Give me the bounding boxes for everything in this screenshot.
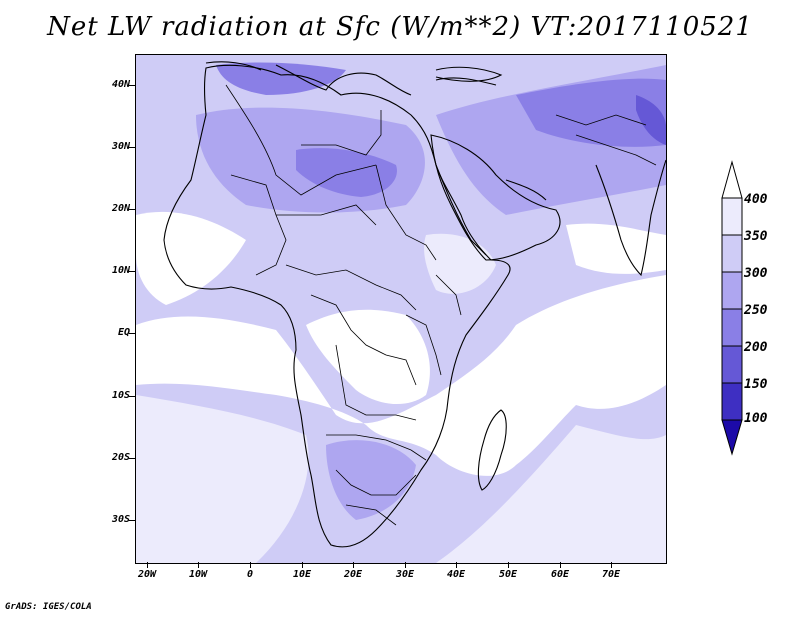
field-low-region xyxy=(326,440,416,520)
lat-tick xyxy=(129,85,135,86)
lon-tick xyxy=(250,562,251,568)
colorbar-extend-top xyxy=(721,160,743,199)
lat-label-40n: 40N xyxy=(111,79,130,90)
colorbar-segment xyxy=(721,197,743,236)
lon-label-30e: 30E xyxy=(395,569,415,580)
lat-label-20s: 20S xyxy=(111,452,130,463)
field-high-region xyxy=(136,395,309,563)
colorbar-segment xyxy=(721,234,743,273)
field-high-region xyxy=(306,309,430,405)
colorbar-segment xyxy=(721,382,743,421)
lon-tick xyxy=(456,562,457,568)
red-sea-coastline xyxy=(435,164,487,256)
lat-tick xyxy=(129,209,135,210)
lat-label-10n: 10N xyxy=(111,265,130,276)
lat-label-30s: 30S xyxy=(111,514,130,525)
lon-tick xyxy=(560,562,561,568)
lon-label-50e: 50E xyxy=(498,569,518,580)
lon-tick xyxy=(611,562,612,568)
colorbar-label-300: 300 xyxy=(744,266,768,281)
lat-label-10s: 10S xyxy=(111,390,130,401)
field-low-region xyxy=(636,95,666,145)
lat-label-eq: EQ xyxy=(117,327,130,338)
colorbar-extend-bottom xyxy=(721,419,743,456)
colorbar-label-350: 350 xyxy=(744,229,768,244)
radiation-field xyxy=(136,55,666,563)
lon-tick xyxy=(302,562,303,568)
field-low-region xyxy=(516,78,666,147)
lon-tick xyxy=(405,562,406,568)
field-high-region xyxy=(136,211,246,305)
field-low-region xyxy=(216,62,346,95)
country-borders xyxy=(225,84,657,526)
lat-label-20n: 20N xyxy=(111,203,130,214)
colorbar-label-400: 400 xyxy=(744,192,768,207)
lon-label-0: 0 xyxy=(246,569,254,580)
lat-tick xyxy=(129,520,135,521)
grads-credit: GrADS: IGES/COLA xyxy=(5,602,92,612)
lat-tick xyxy=(129,458,135,459)
arabia-coastline xyxy=(430,134,561,261)
lat-tick xyxy=(129,396,135,397)
persian-gulf-coastline xyxy=(505,179,547,201)
field-low-region xyxy=(424,233,496,294)
field-high-region xyxy=(566,223,666,274)
map-title: Net LW radiation at Sfc (W/m**2) VT:2017… xyxy=(47,12,753,42)
lat-label-30n: 30N xyxy=(111,141,130,152)
field-high-region xyxy=(436,425,666,563)
madagascar-coastline xyxy=(477,409,507,491)
lon-tick xyxy=(508,562,509,568)
colorbar xyxy=(721,160,743,456)
lon-tick xyxy=(198,562,199,568)
lat-tick xyxy=(129,147,135,148)
colorbar-label-150: 150 xyxy=(744,377,768,392)
africa-coastline xyxy=(163,64,511,548)
lon-label-10e: 10E xyxy=(292,569,312,580)
lon-label-70e: 70E xyxy=(601,569,621,580)
lon-label-20w: 20W xyxy=(137,569,157,580)
colorbar-segment xyxy=(721,345,743,384)
colorbar-segment xyxy=(721,308,743,347)
lon-label-10w: 10W xyxy=(188,569,208,580)
field-high-region xyxy=(136,275,666,476)
lon-label-20e: 20E xyxy=(343,569,363,580)
colorbar-segment xyxy=(721,271,743,310)
lon-tick xyxy=(353,562,354,568)
coastlines xyxy=(163,61,666,548)
black-sea-coastline xyxy=(435,66,503,82)
india-coastline xyxy=(595,159,666,277)
lon-label-40e: 40E xyxy=(446,569,466,580)
map-panel xyxy=(135,54,667,564)
lat-tick xyxy=(129,271,135,272)
colorbar-label-250: 250 xyxy=(744,303,768,318)
lon-tick xyxy=(147,562,148,568)
colorbar-label-200: 200 xyxy=(744,340,768,355)
lat-tick xyxy=(129,333,135,334)
lon-label-60e: 60E xyxy=(550,569,570,580)
colorbar-label-100: 100 xyxy=(744,411,768,426)
europe-coastline xyxy=(205,61,497,96)
